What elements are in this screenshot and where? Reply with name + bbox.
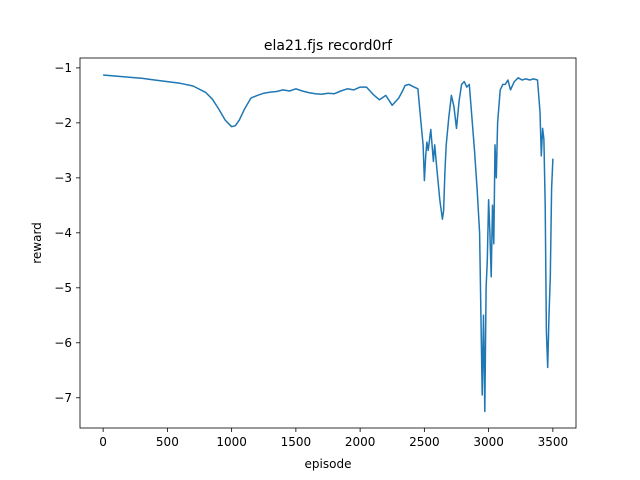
x-axis-label: episode: [305, 457, 352, 471]
y-tick-label: −1: [54, 61, 72, 75]
x-tick-label: 0: [99, 435, 107, 449]
y-tick-label: −5: [54, 281, 72, 295]
plot-area: [80, 58, 576, 428]
y-tick-label: −2: [54, 116, 72, 130]
chart-title: ela21.fjs record0rf: [264, 38, 393, 54]
x-tick-label: 1000: [216, 435, 247, 449]
x-axis: 0 500 1000 1500 2000 2500 3000 3500: [99, 428, 568, 449]
x-tick-label: 500: [156, 435, 179, 449]
y-tick-label: −4: [54, 226, 72, 240]
x-tick-label: 2500: [409, 435, 440, 449]
y-axis-label: reward: [30, 222, 44, 264]
x-tick-label: 3500: [538, 435, 569, 449]
plot-frame: [79, 57, 577, 429]
x-tick-label: 3000: [473, 435, 504, 449]
series-line: [103, 74, 554, 413]
y-axis: −7 −6 −5 −4 −3 −2 −1: [54, 61, 80, 405]
y-tick-label: −3: [54, 171, 72, 185]
y-tick-label: −7: [54, 391, 72, 405]
y-tick-label: −6: [54, 336, 72, 350]
series-layer: [103, 74, 554, 413]
x-tick-label: 1500: [281, 435, 312, 449]
x-tick-label: 2000: [345, 435, 376, 449]
